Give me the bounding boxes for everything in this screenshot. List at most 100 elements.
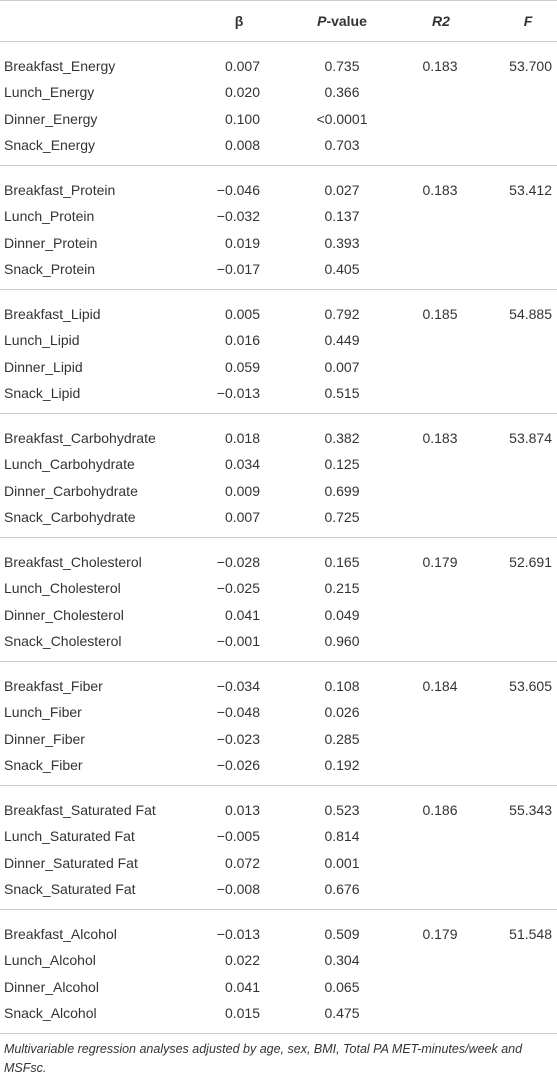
beta-cell: −0.048 [216,704,260,721]
r2-cell: 0.183 [422,182,458,198]
table-row: Lunch_Fiber −0.048 0.026 [0,699,557,725]
p-value-cell: 0.065 [324,978,360,995]
p-value-cell: 0.725 [324,509,360,526]
row-label: Lunch_Energy [4,84,95,101]
p-value-cell: 0.792 [324,306,360,322]
p-value-cell: 0.676 [324,881,360,898]
row-label: Snack_Protein [4,261,96,278]
table-row: Breakfast_Cholesterol −0.028 0.165 0.179 52.… [0,549,557,575]
p-value-cell: <0.0001 [316,110,368,127]
beta-cell: 0.015 [224,1005,260,1022]
p-value-cell: 0.405 [324,261,360,278]
p-value-cell: 0.735 [324,58,360,74]
f-cell: 54.885 [509,306,552,322]
row-label: Breakfast_Saturated Fat [4,802,156,818]
table-row: Snack_Alcohol 0.015 0.475 [0,1000,557,1026]
p-value-cell: 0.027 [324,182,360,198]
f-cell: 53.700 [509,58,552,74]
table-row: Dinner_Energy 0.100 <0.0001 [0,106,557,132]
beta-cell: −0.046 [216,182,260,198]
column-header: F [523,13,533,29]
p-value-cell: 0.026 [324,704,360,721]
row-label: Lunch_Saturated Fat [4,828,135,845]
p-value-cell: 0.509 [324,926,360,942]
table-row: Lunch_Alcohol 0.022 0.304 [0,947,557,973]
beta-cell: 0.019 [224,234,260,251]
table-row: Breakfast_Carbohydrate 0.018 0.382 0.183 53.… [0,425,557,451]
row-label: Snack_Lipid [4,385,81,402]
row-label: Lunch_Lipid [4,332,80,349]
row-label: Breakfast_Protein [4,182,116,198]
beta-cell: −0.013 [216,385,260,402]
row-label: Lunch_Cholesterol [4,580,121,597]
p-value-cell: 0.285 [324,730,360,747]
row-label: Breakfast_Fiber [4,678,103,694]
beta-cell: −0.028 [216,554,260,570]
row-group: Breakfast_Lipid 0.005 0.792 0.185 54.885 Lunc… [0,290,557,414]
r2-cell: 0.184 [422,678,458,694]
p-value-cell: 0.192 [324,757,360,774]
table-row: Dinner_Protein 0.019 0.393 [0,230,557,256]
row-group: Breakfast_Saturated Fat 0.013 0.523 0.186 55… [0,786,557,910]
f-cell: 53.412 [509,182,552,198]
r2-cell: 0.179 [422,926,458,942]
beta-cell: −0.017 [216,261,260,278]
row-label: Dinner_Fiber [4,730,85,747]
table-row: Snack_Energy 0.008 0.703 [0,132,557,158]
row-group: Breakfast_Fiber −0.034 0.108 0.184 53.605 Lun… [0,662,557,786]
table-row: Dinner_Cholesterol 0.041 0.049 [0,602,557,628]
p-value-cell: 0.125 [324,456,360,473]
r2-cell: 0.179 [422,554,458,570]
f-cell: 51.548 [509,926,552,942]
beta-cell: 0.009 [224,482,260,499]
table-row: Breakfast_Fiber −0.034 0.108 0.184 53.605 [0,673,557,699]
row-group: Breakfast_Alcohol −0.013 0.509 0.179 51.548 L… [0,910,557,1034]
row-label: Dinner_Cholesterol [4,606,124,623]
column-header: P-value [302,13,382,29]
footnote: Multivariable regression analyses adjust… [4,1042,523,1075]
row-label: Snack_Saturated Fat [4,881,136,898]
f-cell: 53.605 [509,678,552,694]
table-header: β P-value R2 F [0,0,557,42]
p-value-cell: 0.393 [324,234,360,251]
row-label: Dinner_Lipid [4,358,83,375]
beta-cell: 0.100 [224,110,260,127]
row-label: Breakfast_Cholesterol [4,554,142,570]
table-row: Snack_Lipid −0.013 0.515 [0,380,557,406]
p-value-cell: 0.304 [324,952,360,969]
beta-cell: −0.026 [216,757,260,774]
beta-cell: 0.016 [224,332,260,349]
table-row: Dinner_Fiber −0.023 0.285 [0,726,557,752]
row-label: Dinner_Saturated Fat [4,854,138,871]
column-header-text: -value [326,13,367,29]
p-value-cell: 0.108 [324,678,360,694]
table-row: Snack_Carbohydrate 0.007 0.725 [0,504,557,530]
column-header: β [234,13,244,29]
beta-cell: 0.008 [224,137,260,154]
table-row: Dinner_Lipid 0.059 0.007 [0,354,557,380]
beta-cell: 0.034 [224,456,260,473]
row-group: Breakfast_Protein −0.046 0.027 0.183 53.412 L… [0,166,557,290]
table-row: Lunch_Protein −0.032 0.137 [0,203,557,229]
table-row: Lunch_Carbohydrate 0.034 0.125 [0,451,557,477]
p-value-cell: 0.137 [324,208,360,225]
p-value-cell: 0.699 [324,482,360,499]
row-label: Snack_Carbohydrate [4,509,136,526]
row-group: Breakfast_Carbohydrate 0.018 0.382 0.183 53.… [0,414,557,538]
table-row: Breakfast_Protein −0.046 0.027 0.183 53.412 [0,177,557,203]
column-header-italic: P [317,13,327,29]
p-value-cell: 0.165 [324,554,360,570]
p-value-cell: 0.515 [324,385,360,402]
row-label: Snack_Alcohol [4,1005,97,1022]
table-row: Breakfast_Energy 0.007 0.735 0.183 53.700 [0,53,557,79]
beta-cell: 0.022 [224,952,260,969]
p-value-cell: 0.475 [324,1005,360,1022]
p-value-cell: 0.215 [324,580,360,597]
p-value-cell: 0.523 [324,802,360,818]
row-label: Snack_Cholesterol [4,633,122,650]
r2-cell: 0.185 [422,306,458,322]
table-body: Breakfast_Energy 0.007 0.735 0.183 53.700 Lun… [0,42,557,1034]
beta-cell: −0.005 [216,828,260,845]
row-group: Breakfast_Cholesterol −0.028 0.165 0.179 52.… [0,538,557,662]
